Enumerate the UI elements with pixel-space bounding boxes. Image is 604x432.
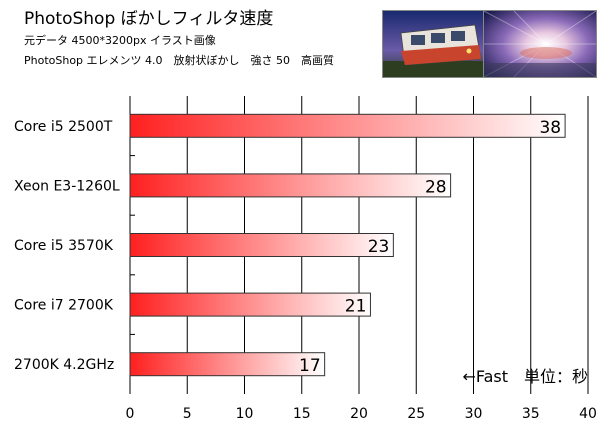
x-tick-label: 20 bbox=[350, 406, 368, 422]
chart-annotation: ←Fast 単位：秒 bbox=[462, 367, 588, 386]
x-tick-label: 10 bbox=[236, 406, 254, 422]
subtitle-source-data: 元データ 4500*3200px イラスト画像 bbox=[24, 34, 216, 47]
x-tick-label: 5 bbox=[183, 406, 192, 422]
bar-2 bbox=[129, 233, 394, 257]
x-tick-label: 35 bbox=[522, 406, 540, 422]
x-tick-label: 40 bbox=[579, 406, 597, 422]
category-label: Core i5 2500T bbox=[14, 119, 113, 135]
category-label: Xeon E3-1260L bbox=[14, 178, 120, 194]
original-train-image bbox=[382, 10, 496, 78]
category-labels: Core i5 2500T Xeon E3-1260L Core i5 3570K C… bbox=[14, 119, 120, 373]
x-tick-labels: 0 5 10 15 20 25 30 35 40 bbox=[126, 406, 597, 422]
chart-bars: 38 28 23 21 17 bbox=[129, 113, 566, 377]
chart-header: PhotoShop ぼかしフィルタ速度 元データ 4500*3200px イラス… bbox=[0, 0, 604, 96]
chart-title: PhotoShop ぼかしフィルタ速度 bbox=[24, 9, 274, 29]
category-label: Core i5 3570K bbox=[14, 238, 114, 254]
bar-1 bbox=[129, 173, 452, 198]
bar-value-label: 21 bbox=[345, 297, 367, 317]
category-label: Core i7 2700K bbox=[14, 298, 114, 314]
bar-value-label: 17 bbox=[299, 356, 321, 376]
radial-blur-train-image bbox=[483, 10, 597, 78]
x-tick-label: 25 bbox=[407, 406, 425, 422]
x-tick-label: 15 bbox=[293, 406, 311, 422]
bar-value-label: 28 bbox=[425, 177, 447, 197]
bar-value-label: 38 bbox=[539, 118, 561, 138]
x-tick-label: 30 bbox=[465, 406, 483, 422]
subtitle-settings: PhotoShop エレメンツ 4.0 放射状ぼかし 強さ 50 高画質 bbox=[24, 54, 335, 67]
bar-4 bbox=[129, 352, 326, 377]
bar-3 bbox=[129, 292, 371, 317]
x-tick-label: 0 bbox=[126, 406, 135, 422]
bar-value-label: 23 bbox=[368, 237, 390, 257]
category-label: 2700K 4.2GHz bbox=[14, 357, 114, 373]
bar-0 bbox=[129, 113, 566, 138]
